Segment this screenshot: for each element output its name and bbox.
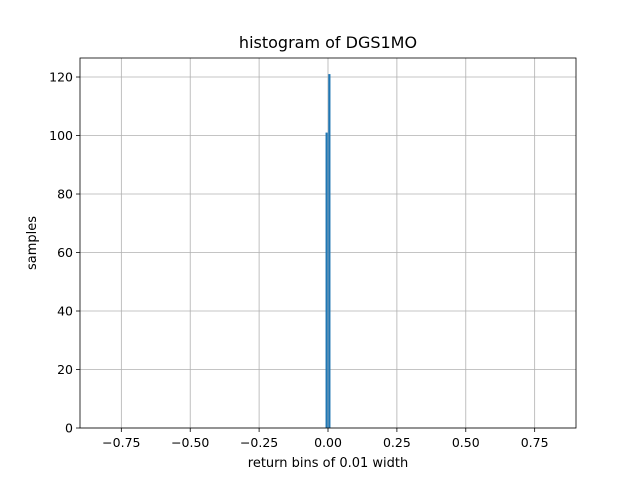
bars-layer <box>325 74 331 429</box>
x-axis-ticks: −0.75 −0.50 −0.25 0.00 0.25 0.50 0.75 <box>102 428 549 450</box>
y-tick-label: 60 <box>57 245 73 260</box>
x-tick-label: −0.50 <box>171 435 209 450</box>
y-axis-ticks: 0 20 40 60 80 100 120 <box>49 70 80 436</box>
y-axis-label: samples <box>25 216 40 270</box>
x-axis-label: return bins of 0.01 width <box>248 456 408 471</box>
y-tick-label: 40 <box>57 304 73 319</box>
y-tick-label: 0 <box>65 421 73 436</box>
x-tick-label: −0.75 <box>102 435 140 450</box>
x-tick-label: 0.50 <box>452 435 480 450</box>
chart-title: histogram of DGS1MO <box>239 33 417 52</box>
y-tick-label: 100 <box>49 128 73 143</box>
y-tick-label: 80 <box>57 187 73 202</box>
x-tick-label: 0.25 <box>383 435 411 450</box>
y-tick-label: 120 <box>49 70 73 85</box>
x-tick-label: 0.00 <box>314 435 342 450</box>
histogram-bar <box>325 132 328 429</box>
y-tick-label: 20 <box>57 362 73 377</box>
x-tick-label: 0.75 <box>521 435 549 450</box>
histogram-bar <box>328 74 331 428</box>
grid-layer <box>80 58 576 429</box>
x-tick-label: −0.25 <box>240 435 278 450</box>
